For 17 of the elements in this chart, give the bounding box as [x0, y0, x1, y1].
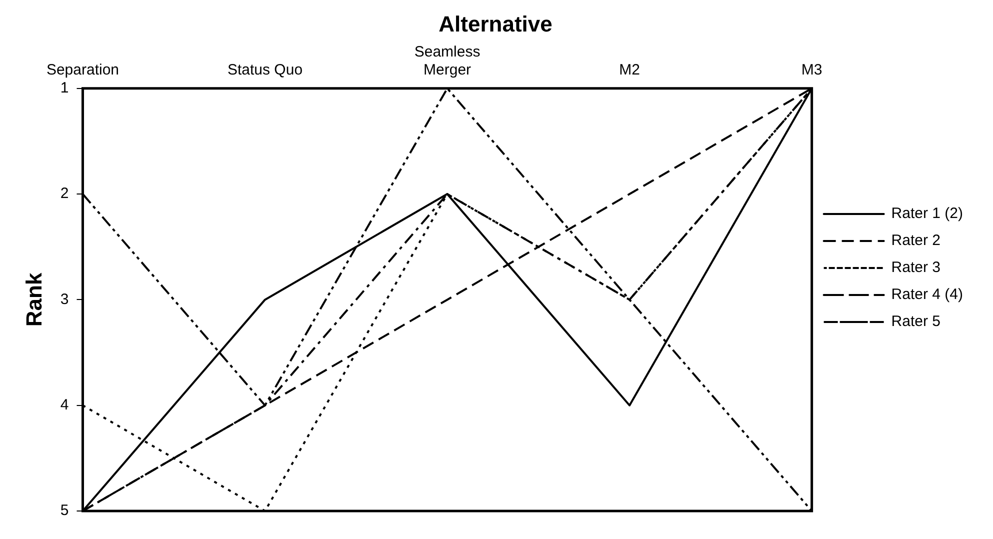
y-tick-label: 5 — [60, 502, 69, 520]
legend-label: Rater 1 (2) — [891, 205, 964, 222]
y-tick-label: 1 — [60, 80, 69, 97]
x-tick-label: Seamless Merger — [414, 44, 480, 79]
chart-title: Alternative — [438, 11, 552, 36]
y-tick-label: 3 — [60, 290, 69, 308]
x-tick-label: Separation — [46, 62, 120, 79]
y-axis-title: Rank — [21, 272, 46, 327]
x-tick-label: M2 — [619, 62, 640, 79]
legend-label: Rater 5 — [891, 313, 941, 330]
x-tick-label: Status Quo — [227, 62, 303, 79]
x-tick-label: M3 — [801, 62, 822, 79]
y-tick-label: 4 — [60, 396, 69, 414]
y-tick-label: 2 — [60, 185, 69, 202]
legend-label: Rater 3 — [891, 259, 941, 276]
legend-label: Rater 2 — [891, 232, 941, 250]
legend-label: Rater 4 (4) — [891, 286, 964, 304]
